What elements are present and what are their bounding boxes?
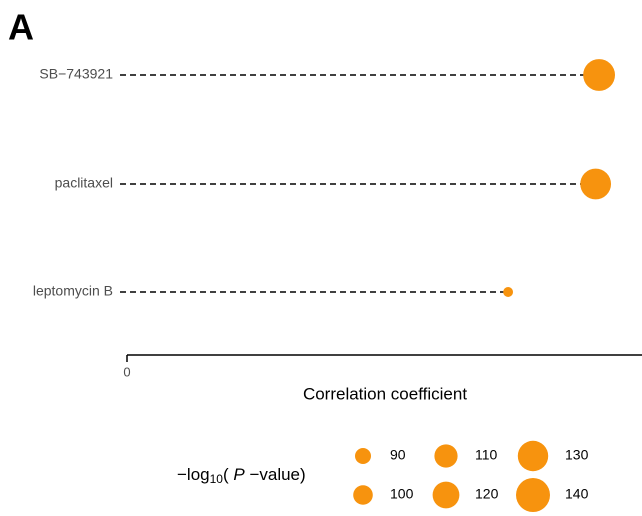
- legend-title: −log10( P −value): [177, 465, 306, 486]
- legend-key: [434, 444, 458, 468]
- legend-key: [517, 440, 549, 472]
- legend-label: 130: [565, 447, 589, 463]
- y-tick-label: SB−743921: [39, 66, 113, 82]
- legend-title-part: −log: [177, 465, 210, 484]
- y-tick-label: leptomycin B: [33, 283, 113, 299]
- legend-title-part: −value): [245, 465, 306, 484]
- legend-label: 110: [475, 447, 498, 463]
- y-tick-label: paclitaxel: [55, 175, 113, 191]
- legend-key: [516, 478, 550, 512]
- dot: [503, 287, 514, 297]
- legend-title-part: P: [233, 465, 245, 484]
- legend-label: 90: [390, 447, 406, 463]
- legend-title-sub: 10: [210, 472, 224, 486]
- x-tick-label: 0: [123, 364, 130, 379]
- legend-key: [432, 481, 460, 509]
- x-axis-title: Correlation coefficient: [303, 384, 467, 403]
- dot: [583, 59, 616, 91]
- legend-label: 140: [565, 486, 589, 502]
- legend-label: 120: [475, 486, 499, 502]
- legend-title-part: (: [223, 465, 233, 484]
- panel-label: A: [8, 7, 34, 48]
- dot: [580, 168, 612, 200]
- legend-label: 100: [390, 486, 414, 502]
- legend-key: [355, 448, 371, 464]
- legend-key: [353, 485, 373, 505]
